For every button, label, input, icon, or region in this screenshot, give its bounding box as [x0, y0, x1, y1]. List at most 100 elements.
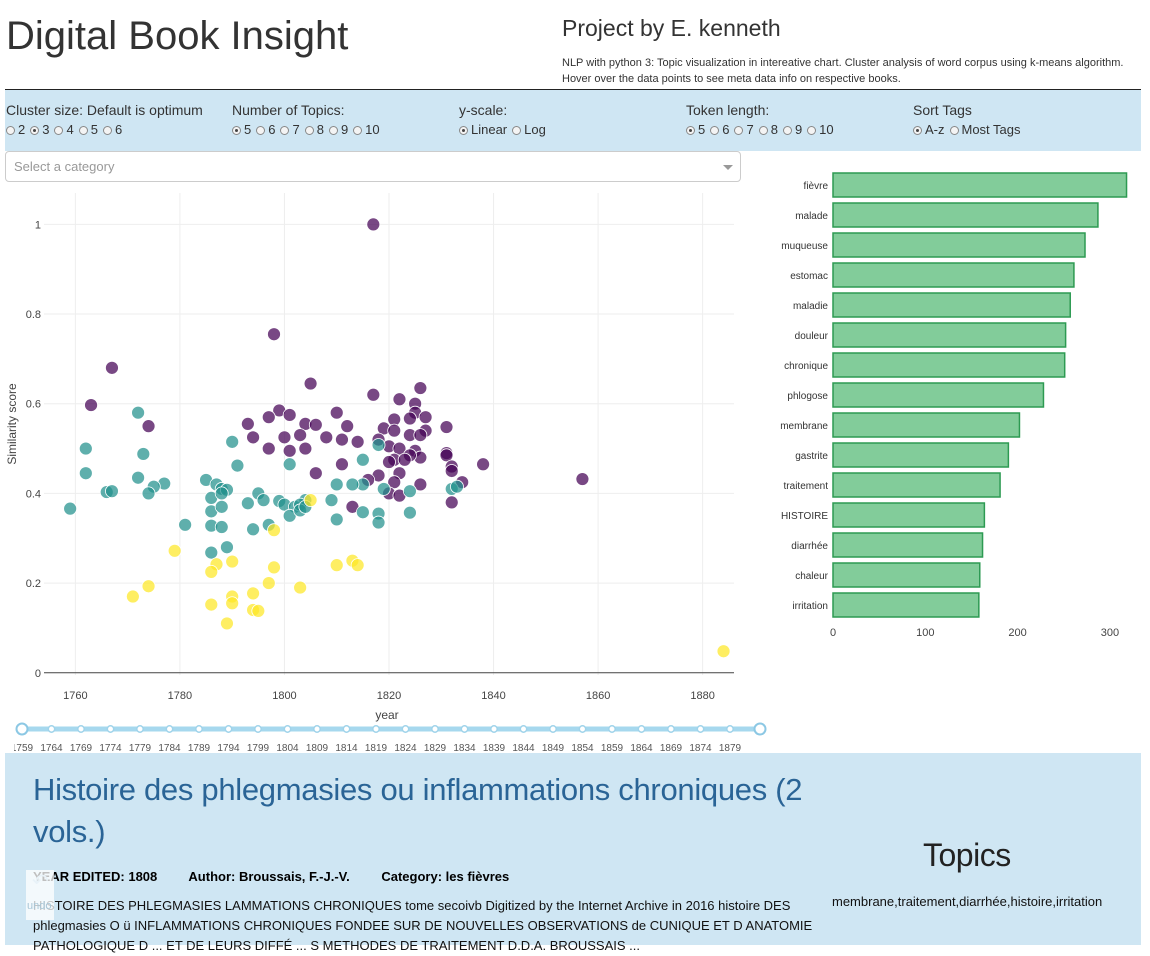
slider-mark-dot[interactable]	[401, 725, 410, 733]
sort-radio-1[interactable]	[949, 125, 959, 135]
scatter-point[interactable]	[392, 441, 407, 456]
scatter-point[interactable]	[282, 408, 297, 422]
cluster-option-2[interactable]: 2	[6, 122, 25, 138]
slider-mark-dot[interactable]	[696, 725, 705, 733]
bar[interactable]	[832, 592, 980, 618]
bar[interactable]	[832, 352, 1066, 378]
scatter-point[interactable]	[246, 430, 260, 445]
cluster-radio-0[interactable]	[6, 125, 15, 135]
slider-mark-dot[interactable]	[165, 725, 174, 733]
scatter-point[interactable]	[403, 484, 417, 499]
scatter-point[interactable]	[371, 515, 386, 530]
scatter-point[interactable]	[293, 428, 308, 443]
scatter-point[interactable]	[261, 441, 276, 456]
category-dropdown[interactable]: Select a category	[5, 151, 741, 182]
bar[interactable]	[832, 172, 1128, 198]
cluster-option-4[interactable]: 4	[54, 122, 74, 138]
scatter-point[interactable]	[335, 432, 349, 447]
token-option-6[interactable]: 6	[710, 122, 729, 138]
cluster-option-5[interactable]: 5	[78, 122, 98, 138]
cluster-option-6[interactable]: 6	[102, 122, 122, 138]
scatter-point[interactable]	[256, 493, 271, 508]
scatter-point[interactable]	[335, 457, 349, 472]
topics-option-6[interactable]: 6	[256, 122, 275, 138]
yscale-option-log[interactable]: Log	[512, 122, 546, 138]
slider-mark-dot[interactable]	[195, 725, 203, 733]
scatter-point[interactable]	[345, 477, 360, 492]
cluster-option-3[interactable]: 3	[30, 122, 49, 138]
scatter-point[interactable]	[403, 411, 417, 426]
token-option-9[interactable]: 9	[782, 122, 802, 138]
scatter-point[interactable]	[240, 417, 255, 431]
scatter-point[interactable]	[298, 441, 313, 456]
slider-mark-dot[interactable]	[608, 725, 616, 733]
topics-option-7[interactable]: 7	[280, 122, 300, 138]
scatter-point[interactable]	[240, 496, 255, 511]
scatter-point[interactable]	[444, 495, 459, 510]
scatter-point[interactable]	[319, 430, 334, 445]
slider-mark-dot[interactable]	[549, 725, 557, 733]
scatter-point[interactable]	[413, 381, 428, 395]
scatter-point[interactable]	[246, 586, 260, 601]
token-radio-4[interactable]	[782, 125, 792, 135]
scatter-point[interactable]	[105, 484, 119, 499]
sort-radio-0[interactable]	[913, 125, 922, 135]
scatter-point[interactable]	[355, 452, 370, 467]
bar[interactable]	[832, 562, 981, 588]
topics-radio-1[interactable]	[256, 125, 266, 135]
scatter-point[interactable]	[444, 464, 459, 478]
slider-svg[interactable]: 1759 1764 1769 1774 1779 1784 1789 1794 1799 1804…	[11, 721, 770, 761]
topics-radio-0[interactable]	[232, 125, 241, 135]
slider-mark-dot[interactable]	[667, 725, 675, 733]
undo-button[interactable]	[26, 870, 54, 920]
slider-mark-dot[interactable]	[372, 725, 380, 733]
scatter-point[interactable]	[267, 560, 281, 575]
scatter-point[interactable]	[340, 419, 355, 434]
token-radio-1[interactable]	[710, 125, 720, 135]
scatter-point[interactable]	[303, 493, 318, 508]
scatter-point[interactable]	[329, 512, 344, 527]
scatter-point[interactable]	[371, 438, 386, 452]
topics-radio-2[interactable]	[280, 125, 290, 135]
scatter-point[interactable]	[418, 410, 433, 425]
scatter-point[interactable]	[141, 486, 156, 501]
token-option-7[interactable]: 7	[734, 122, 754, 138]
scatter-point[interactable]	[329, 477, 344, 492]
scatter-point[interactable]	[225, 434, 240, 449]
cluster-radio-4[interactable]	[102, 125, 112, 135]
bar[interactable]	[832, 502, 986, 528]
cluster-radio-2[interactable]	[54, 125, 64, 135]
chevron-down-icon[interactable]	[723, 165, 733, 170]
yscale-option-linear[interactable]: Linear	[459, 122, 507, 138]
scatter-point[interactable]	[261, 410, 276, 425]
scatter-point[interactable]	[413, 428, 428, 443]
slider-mark-dot[interactable]	[283, 725, 292, 733]
scatter-point[interactable]	[382, 455, 396, 469]
scatter-point[interactable]	[63, 501, 78, 516]
scatter-point[interactable]	[131, 470, 145, 485]
sort-option-a-z[interactable]: A-z	[913, 122, 945, 138]
scatter-point[interactable]	[178, 517, 193, 532]
topics-option-5[interactable]: 5	[232, 122, 251, 138]
scatter-point[interactable]	[267, 523, 281, 538]
scatter-point[interactable]	[329, 405, 344, 420]
scatter-point[interactable]	[214, 520, 229, 534]
scatter-point[interactable]	[350, 558, 365, 573]
scatter-point[interactable]	[392, 392, 407, 407]
topics-radio-3[interactable]	[304, 125, 314, 135]
slider-mark-dot[interactable]	[224, 725, 233, 733]
token-radio-0[interactable]	[686, 125, 695, 135]
scatter-point[interactable]	[125, 589, 140, 604]
bar[interactable]	[832, 322, 1067, 348]
slider-mark-dot[interactable]	[637, 725, 646, 733]
scatter-point[interactable]	[439, 420, 454, 434]
slider-mark-dot[interactable]	[726, 725, 734, 733]
scatter-point[interactable]	[308, 417, 323, 432]
scatter-point[interactable]	[261, 576, 276, 590]
slider-mark-dot[interactable]	[578, 725, 587, 733]
slider-mark-dot[interactable]	[77, 725, 85, 733]
scatter-point[interactable]	[366, 387, 381, 402]
scatter-point[interactable]	[141, 419, 156, 434]
scatter-point[interactable]	[716, 644, 731, 659]
token-radio-5[interactable]	[807, 125, 817, 135]
